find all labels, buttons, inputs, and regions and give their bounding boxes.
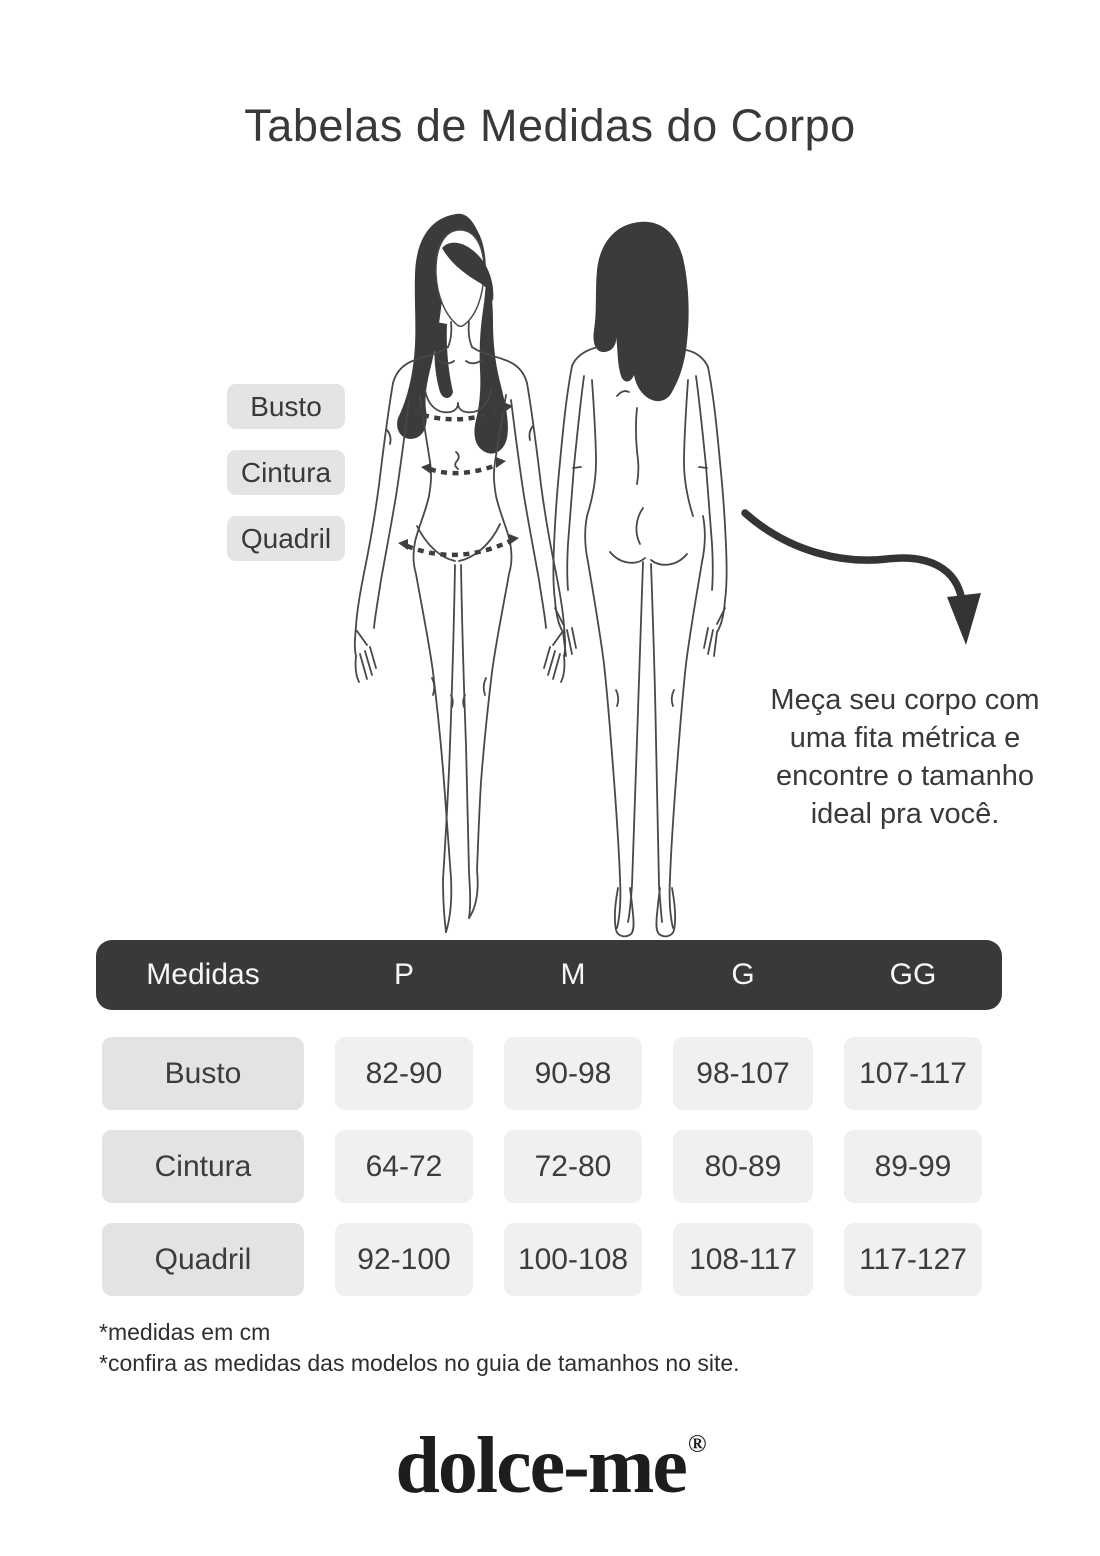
waist-m-value: 72-80 — [504, 1130, 642, 1203]
back-figure — [552, 221, 728, 938]
bust-p-value: 82-90 — [335, 1037, 473, 1110]
table-row-bust: Busto 82-90 90-98 98-107 107-117 — [102, 1037, 994, 1110]
hip-g-value: 108-117 — [673, 1223, 813, 1296]
size-table-body: Busto 82-90 90-98 98-107 107-117 Cintura… — [102, 1037, 994, 1296]
footnotes: *medidas em cm *confira as medidas das m… — [99, 1317, 740, 1379]
hip-gg-value: 117-127 — [844, 1223, 982, 1296]
waist-arrow-right — [496, 457, 506, 468]
header-size-g: G — [731, 958, 755, 991]
curved-arrow-icon — [741, 509, 981, 645]
body-measurement-illustration — [353, 213, 728, 938]
header-size-gg: GG — [889, 958, 937, 991]
waist-g-value: 80-89 — [673, 1130, 813, 1203]
table-row-waist: Cintura 64-72 72-80 80-89 89-99 — [102, 1130, 994, 1203]
brand-name: dolce-me — [395, 1422, 688, 1510]
waist-gg-value: 89-99 — [844, 1130, 982, 1203]
bust-gg-value: 107-117 — [844, 1037, 982, 1110]
registered-trademark-icon: ® — [687, 1431, 707, 1458]
instruction-line: uma fita métrica e — [789, 722, 1021, 754]
row-label: Cintura — [102, 1130, 304, 1203]
hip-p-value: 92-100 — [335, 1223, 473, 1296]
hip-arrow-right — [509, 534, 519, 545]
bust-g-value: 98-107 — [673, 1037, 813, 1110]
hip-label-chip: Quadril — [227, 516, 345, 561]
page-title: Tabelas de Medidas do Corpo — [244, 100, 856, 151]
bust-measure-line — [422, 406, 504, 422]
measuring-instruction: Meça seu corpo com uma fita métrica e en… — [730, 681, 1080, 833]
instruction-line: ideal pra você. — [810, 798, 1000, 830]
header-size-m: M — [560, 958, 586, 991]
front-hair-fringe — [442, 242, 494, 302]
hip-arrow-left — [398, 539, 408, 550]
footnote-unit: *medidas em cm — [99, 1319, 271, 1345]
hip-m-value: 100-108 — [504, 1223, 642, 1296]
header-size-p: P — [393, 958, 414, 991]
instruction-line: encontre o tamanho — [776, 760, 1034, 792]
front-figure — [353, 213, 567, 933]
measure-lines — [398, 402, 519, 558]
bust-label-chip: Busto — [227, 384, 345, 429]
brand-logo: dolce-me® — [0, 1424, 1100, 1527]
waist-arrow-left — [421, 463, 431, 474]
row-label: Busto — [102, 1037, 304, 1110]
footnote-models: *confira as medidas das modelos no guia … — [99, 1350, 740, 1376]
instruction-line: Meça seu corpo com — [770, 684, 1040, 716]
table-row-hip: Quadril 92-100 100-108 108-117 117-127 — [102, 1223, 994, 1296]
hip-measure-line — [406, 538, 511, 558]
bust-m-value: 90-98 — [504, 1037, 642, 1110]
waist-label-chip: Cintura — [227, 450, 345, 495]
waist-measure-line — [429, 462, 498, 476]
front-hair — [397, 213, 508, 454]
bust-arrow-left — [413, 407, 423, 418]
bust-arrow-right — [503, 402, 513, 413]
back-hair — [593, 221, 689, 402]
waist-p-value: 64-72 — [335, 1130, 473, 1203]
front-hair-strand — [434, 322, 453, 398]
row-label: Quadril — [102, 1223, 304, 1296]
header-measures: Medidas — [146, 958, 260, 991]
size-table-header: Medidas P M G GG — [96, 940, 1002, 1010]
